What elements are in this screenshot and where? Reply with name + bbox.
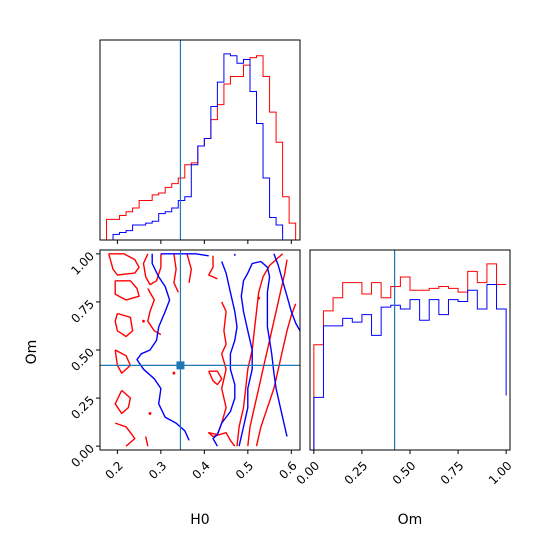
contour-red [208, 370, 223, 386]
contour-red [114, 422, 136, 447]
x-tick-label: 0.75 [438, 459, 467, 488]
histogram-blue-series [100, 53, 296, 241]
contour-red [145, 436, 149, 447]
x-tick-label: 0.00 [294, 459, 323, 488]
contour-red [208, 301, 236, 447]
truth-marker [176, 361, 185, 370]
histogram-red-series [313, 263, 507, 450]
contour-red [186, 253, 192, 283]
h0-histogram-panel [99, 39, 301, 244]
x-tick-label: 0.3 [146, 459, 169, 482]
y-tick-label: 0.00 [68, 441, 97, 470]
y-axis-label-om: Om [24, 340, 40, 365]
contour-red-dot [257, 296, 261, 300]
contour-red [114, 280, 140, 301]
contour-blue [273, 253, 300, 332]
x-axis-label-h0: H0 [190, 512, 209, 528]
contour-lines [108, 253, 300, 447]
x-tick-label: 1.00 [486, 459, 515, 488]
contour-red [114, 312, 134, 338]
axes-frame [99, 39, 301, 241]
h0-om-contour-panel: 0.2 0.3 0.4 0.5 0.60.000.250.500.751.00 [68, 249, 301, 482]
x-tick-label: 0.50 [390, 459, 419, 488]
om-histogram-panel: 0.00 0.25 0.50 0.75 1.00 [294, 249, 515, 488]
contour-red-dot [172, 371, 176, 375]
y-tick-label: 0.25 [68, 393, 97, 422]
contour-red [208, 255, 218, 280]
y-tick-label: 1.00 [68, 249, 97, 278]
contour-blue [160, 253, 209, 257]
contour-red-dot [148, 412, 152, 415]
contour-red [142, 253, 162, 286]
contour-red [114, 389, 132, 415]
contour-blue [136, 253, 190, 441]
contour-red [247, 259, 288, 447]
y-tick-label: 0.50 [68, 345, 97, 374]
contour-blue [212, 261, 238, 447]
contour-blue [238, 260, 288, 447]
x-tick-label: 0.4 [189, 459, 212, 482]
x-tick-label: 0.2 [102, 459, 125, 482]
axes-frame [99, 249, 301, 451]
contour-red [147, 288, 162, 336]
x-tick-label: 0.25 [342, 459, 371, 488]
contour-red-dot [142, 319, 145, 323]
contour-red [173, 253, 179, 293]
contour-red [255, 303, 297, 447]
y-tick-label: 0.75 [68, 297, 97, 326]
histogram-blue-series [313, 284, 507, 450]
contour-red [108, 253, 140, 276]
x-tick-label: 0.5 [233, 459, 256, 482]
contour-red [236, 253, 284, 447]
x-axis-label-om: Om [398, 512, 423, 528]
contour-red [114, 349, 132, 374]
